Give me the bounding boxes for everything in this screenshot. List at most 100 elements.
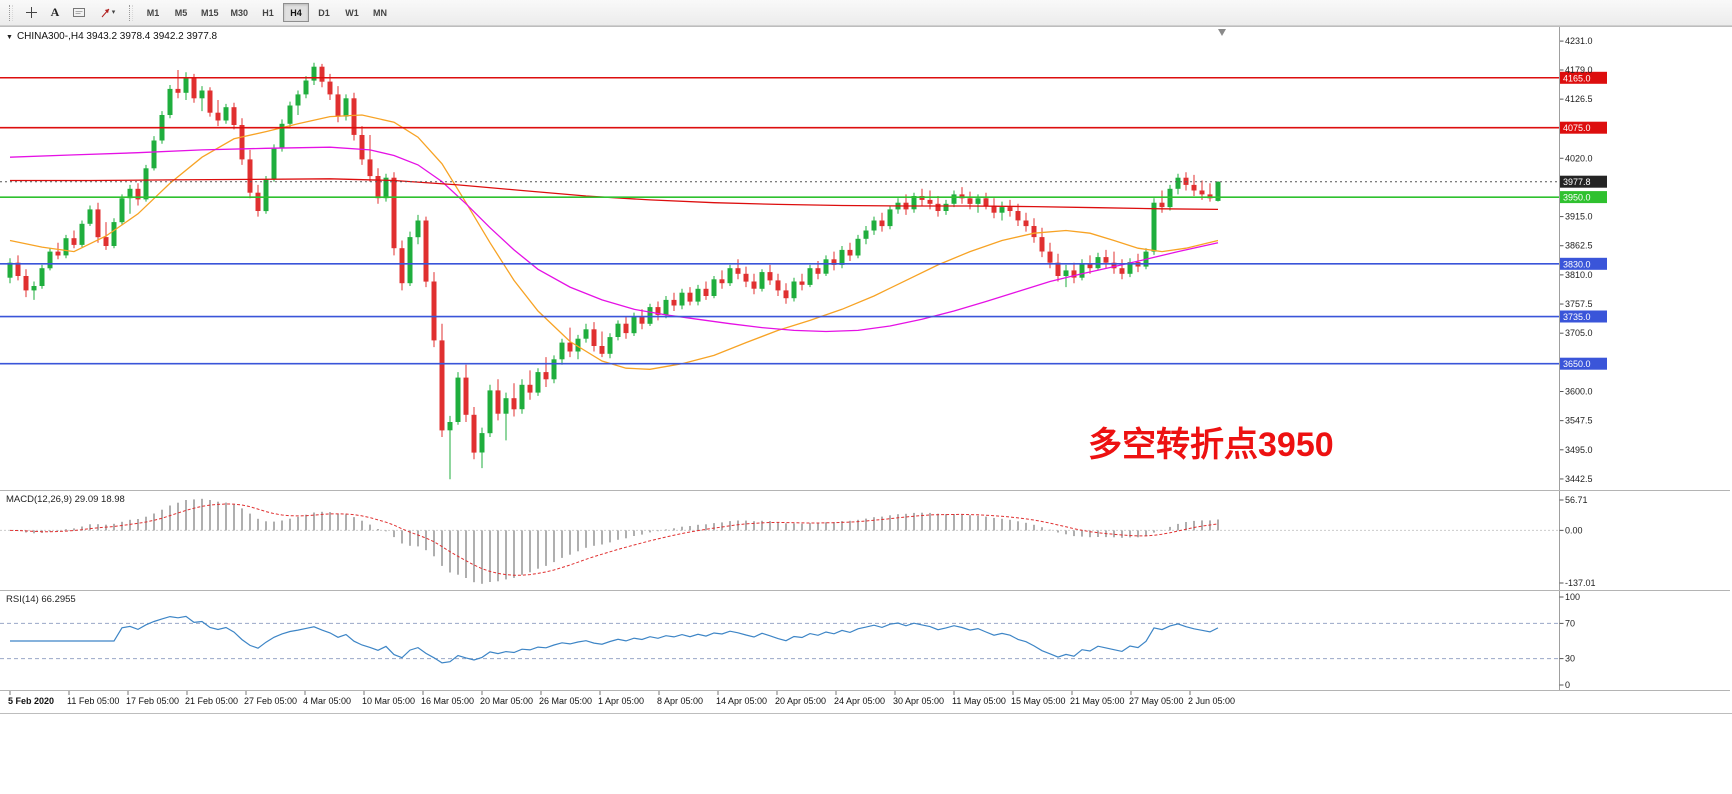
arrows-tool-button[interactable]: ▾ xyxy=(91,3,123,23)
toolbar-drag-handle[interactable] xyxy=(9,4,13,21)
candle xyxy=(623,323,629,334)
symbol-info: ▼ CHINA300-,H4 3943.2 3978.4 3942.2 3977.… xyxy=(6,31,217,42)
candle xyxy=(111,222,117,246)
candle xyxy=(367,159,373,177)
candle xyxy=(1111,262,1117,269)
svg-text:3830.0: 3830.0 xyxy=(1563,259,1591,269)
candle xyxy=(39,268,45,286)
candle xyxy=(103,237,109,246)
rsi-axis-label: 100 xyxy=(1565,592,1580,602)
chart-window[interactable]: 4165.0 4075.0 3950.0 3830.0 3735.0 3650.0 3977… xyxy=(0,26,1732,714)
one-click-expand-icon[interactable]: ▼ xyxy=(6,34,13,41)
candle xyxy=(535,372,541,393)
text-label-tool-button[interactable] xyxy=(67,3,91,23)
timeframe-mn-button[interactable]: MN xyxy=(367,3,393,22)
candle xyxy=(175,88,181,93)
price-axis[interactable]: 4165.0 4075.0 3950.0 3830.0 3735.0 3650.0 3977… xyxy=(1559,27,1608,691)
price-badge xyxy=(1560,357,1607,370)
macd-axis-label: -137.01 xyxy=(1565,578,1596,588)
candle xyxy=(631,316,637,334)
candle xyxy=(79,223,85,245)
candle xyxy=(663,299,669,315)
candle xyxy=(591,329,597,346)
candle xyxy=(983,198,989,206)
moving-average-line-slow xyxy=(10,178,1219,211)
rsi-panel[interactable]: 100 70 30 0 xyxy=(0,592,1580,690)
candle xyxy=(1071,270,1077,278)
candle xyxy=(927,199,933,204)
time-label: 10 Mar 05:00 xyxy=(362,696,415,706)
candle xyxy=(807,268,813,285)
time-label: 20 Mar 05:00 xyxy=(480,696,533,706)
candle xyxy=(311,66,317,81)
price-label: 4179.0 xyxy=(1565,65,1593,75)
price-badge xyxy=(1560,191,1607,204)
macd-signal-line xyxy=(9,503,1219,576)
candle xyxy=(327,81,333,95)
text-tool-button[interactable]: A xyxy=(43,3,67,23)
candle xyxy=(1087,263,1093,269)
candle xyxy=(799,281,805,285)
candle xyxy=(23,276,29,291)
crosshair-icon xyxy=(25,7,37,18)
main-toolbar: A ▾ M1 M5 M15 M30 H1 H4 D1 W1 MN xyxy=(0,0,1732,26)
candle xyxy=(1055,262,1061,276)
candle xyxy=(743,273,749,282)
candle xyxy=(231,107,237,125)
macd-panel[interactable]: 56.71 0.00 -137.01 xyxy=(0,495,1596,588)
candle xyxy=(375,176,381,199)
timeframe-h4-button[interactable]: H4 xyxy=(283,3,310,22)
candle xyxy=(279,123,285,149)
candle xyxy=(495,390,501,414)
candle xyxy=(1151,202,1157,252)
candle xyxy=(527,384,533,393)
candle xyxy=(575,338,581,352)
timeframes-drag-handle[interactable] xyxy=(129,4,133,21)
candle xyxy=(399,248,405,284)
rsi-indicator-label: RSI(14) 66.2955 xyxy=(6,594,76,605)
candle xyxy=(447,422,453,431)
rsi-line xyxy=(10,615,1219,664)
candle xyxy=(519,384,525,410)
candle xyxy=(911,196,917,210)
candle xyxy=(735,268,741,274)
candle xyxy=(671,299,677,306)
chart-shift-marker[interactable] xyxy=(1218,29,1226,36)
chart-canvas[interactable]: 4165.0 4075.0 3950.0 3830.0 3735.0 3650.0 3977… xyxy=(0,27,1730,713)
timeframe-m15-button[interactable]: M15 xyxy=(196,3,224,22)
candle xyxy=(295,94,301,106)
timeframe-d1-button[interactable]: D1 xyxy=(311,3,337,22)
timeframe-h1-button[interactable]: H1 xyxy=(255,3,281,22)
moving-average-line-fast xyxy=(9,114,1219,370)
macd-axis-label: 56.71 xyxy=(1565,495,1588,505)
price-label: 3757.5 xyxy=(1565,299,1593,309)
svg-text:3950.0: 3950.0 xyxy=(1563,193,1591,203)
candle xyxy=(887,209,893,227)
timeframe-m1-button[interactable]: M1 xyxy=(140,3,166,22)
candle xyxy=(215,112,221,121)
candle xyxy=(287,105,293,124)
crosshair-tool-button[interactable] xyxy=(19,3,43,23)
time-axis[interactable]: 5 Feb 2020 11 Feb 05:00 17 Feb 05:00 21 Feb… xyxy=(8,690,1235,707)
chart-annotation-text[interactable]: 多空转折点3950 xyxy=(1088,426,1334,464)
timeframe-m30-button[interactable]: M30 xyxy=(226,3,254,22)
macd-axis-label: 0.00 xyxy=(1565,525,1583,535)
time-label: 2 Jun 05:00 xyxy=(1188,696,1235,706)
candle xyxy=(167,88,173,115)
candle xyxy=(247,159,253,193)
candle xyxy=(975,198,981,204)
time-label: 30 Apr 05:00 xyxy=(893,696,944,706)
candle xyxy=(1199,190,1205,195)
candle xyxy=(879,220,885,227)
candle xyxy=(455,377,461,422)
price-label: 4231.0 xyxy=(1565,36,1593,46)
horizontal-price-lines[interactable] xyxy=(0,76,1560,365)
timeframe-m5-button[interactable]: M5 xyxy=(168,3,194,22)
price-label: 3862.5 xyxy=(1565,241,1593,251)
price-badge xyxy=(1560,175,1607,188)
candle xyxy=(439,340,445,431)
candle xyxy=(95,209,101,238)
candle xyxy=(839,249,845,265)
timeframe-w1-button[interactable]: W1 xyxy=(339,3,365,22)
